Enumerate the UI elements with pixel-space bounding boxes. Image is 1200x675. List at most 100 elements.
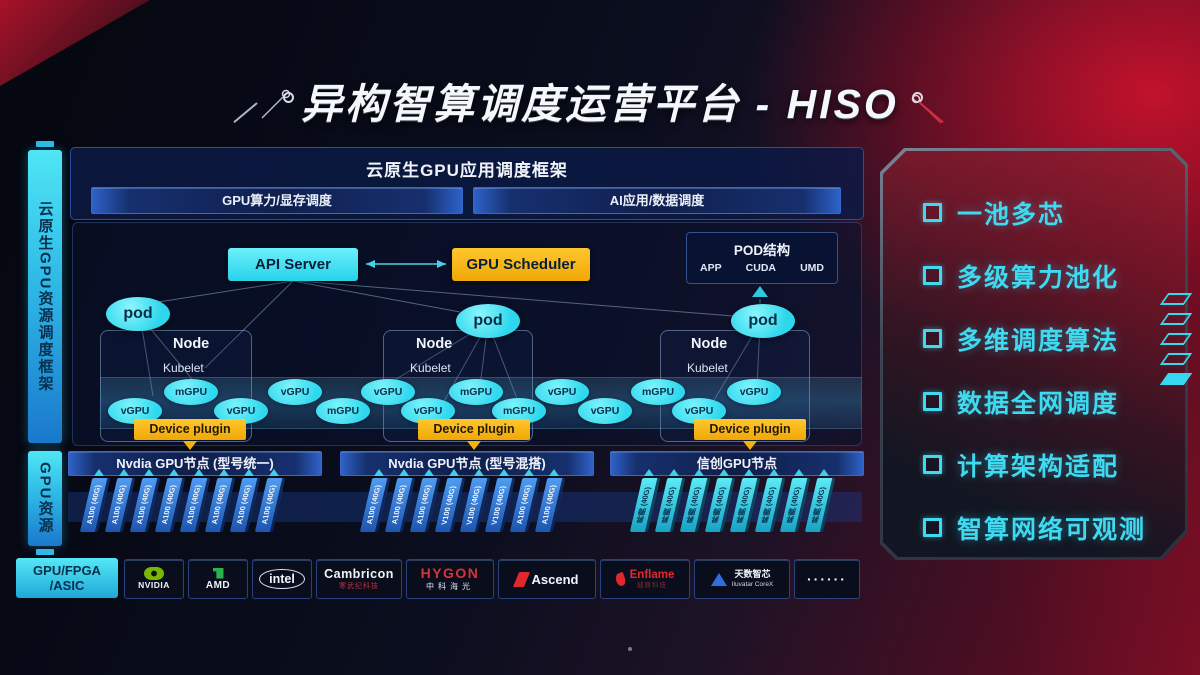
up-arrow-icon [474, 469, 484, 476]
pod-structure-item: CUDA [745, 262, 776, 274]
pod-structure-box: POD结构 APP CUDA UMD [686, 232, 838, 284]
slash-decoration-icon [1159, 293, 1193, 393]
mgpu-ellipse: mGPU [631, 379, 685, 405]
feature-label: 一池多芯 [957, 200, 1066, 229]
rail-notch [36, 549, 54, 555]
pod-ellipse: pod [731, 304, 795, 338]
vgpu-ellipse: vGPU [268, 379, 322, 405]
feature-item: 智算网络可观测 [923, 506, 1146, 549]
vendor-name: AMD [205, 579, 231, 591]
feature-label: 多级算力池化 [957, 263, 1120, 292]
hardware-category-box: GPU/FPGA /ASIC [16, 558, 118, 598]
vendor-name: 天数智芯 [734, 568, 771, 579]
title-row: 异构智算调度运营平台 - HISO [0, 70, 1200, 130]
mgpu-ellipse: mGPU [316, 398, 370, 424]
module-gpu-compute-scheduling: GPU算力/显存调度 [91, 187, 463, 214]
down-arrow-icon [743, 441, 757, 450]
down-arrow-icon [183, 441, 197, 450]
vendor-name: HYGON [420, 565, 480, 582]
gpu-scheduler-box: GPU Scheduler [452, 248, 590, 281]
vendor-box-cambricon-wordmark: Cambricon 寒武纪科技 [316, 559, 402, 599]
pod-structure-title: POD结构 [733, 243, 791, 258]
vendor-box-nvidia-eye-icon: NVIDIA [124, 559, 184, 599]
pod-structure-item: APP [700, 262, 722, 274]
square-bullet-icon [923, 203, 942, 222]
vendor-box-intel-oval-icon: intel [252, 559, 312, 599]
title-ornament-right-icon [912, 92, 944, 124]
feature-label: 数据全网调度 [957, 389, 1120, 418]
vgpu-ellipse: vGPU [727, 379, 781, 405]
mgpu-ellipse: mGPU [164, 379, 218, 405]
pod-structure-items: APP CUDA UMD [687, 259, 837, 274]
device-plugin-box: Device plugin [418, 419, 530, 440]
vendor-box-enflame-flame-icon: Enflame 燧原科技 [600, 559, 690, 599]
category-line: GPU/FPGA [33, 563, 101, 578]
vendor-logo: Enflame 燧原科技 [630, 569, 675, 590]
feature-panel-frame: 一池多芯 多级算力池化 多维调度算法 数据全网调度 计算架构适配 智算网络可观测 [880, 148, 1188, 560]
up-arrow-icon [719, 469, 729, 476]
feature-list: 一池多芯 多级算力池化 多维调度算法 数据全网调度 计算架构适配 智算网络可观测 [923, 191, 1146, 557]
up-arrow-icon [169, 469, 179, 476]
mgpu-ellipse: mGPU [449, 379, 503, 405]
node-label: Node [173, 336, 210, 352]
up-arrow-icon [744, 469, 754, 476]
up-arrow-icon [819, 469, 829, 476]
rail-label: 云原生GPU资源调度框架 [36, 200, 54, 393]
vendor-subtitle: 燧原科技 [637, 582, 667, 590]
vendor-logo: HYGON 中科海光 [421, 566, 480, 591]
up-arrow-icon [769, 469, 779, 476]
ascend-slash-icon [512, 571, 530, 587]
up-arrow-icon [144, 469, 154, 476]
gpu-node-group-uniform: Nvdia GPU节点 (型号统一) [68, 451, 322, 476]
square-bullet-icon [923, 455, 942, 474]
vendor-subtitle: Iluvatar CoreX [731, 580, 774, 588]
vendor-logo: AMD [205, 567, 231, 591]
vendor-subtitle: 中科海光 [426, 581, 474, 591]
up-arrow-icon [449, 469, 459, 476]
vendor-box-amd-square-icon: AMD [188, 559, 248, 599]
vgpu-ellipse: vGPU [361, 379, 415, 405]
nvidia-eye-icon [144, 567, 164, 581]
feature-label: 计算架构适配 [957, 452, 1120, 481]
feature-label: 智算网络可观测 [957, 515, 1147, 544]
square-bullet-icon [923, 266, 942, 285]
vendor-box-iluvatar-triangle-icon: 天数智芯 Iluvatar CoreX [694, 559, 790, 599]
up-arrow-icon [424, 469, 434, 476]
vendor-name: NVIDIA [138, 580, 170, 591]
up-arrow-icon [752, 286, 768, 297]
rail-label: GPU资源 [36, 462, 54, 535]
kubelet-label: Kubelet [163, 361, 204, 375]
feature-panel: 一池多芯 多级算力池化 多维调度算法 数据全网调度 计算架构适配 智算网络可观测 [883, 151, 1185, 557]
square-bullet-icon [923, 329, 942, 348]
amd-square-icon [212, 567, 224, 579]
feature-item: 一池多芯 [923, 191, 1146, 234]
vendor-name: Enflame [629, 568, 675, 581]
title-ornament-left-icon [233, 92, 294, 124]
vendor-box-hygon-wordmark: HYGON 中科海光 [406, 559, 494, 599]
left-rail-cloud-native-gpu: 云原生GPU资源调度框架 [28, 150, 62, 443]
node-label: Node [416, 336, 453, 352]
vgpu-ellipse: vGPU [578, 398, 632, 424]
vendor-logo: NVIDIA [138, 567, 170, 590]
vendor-name: intel [259, 569, 305, 589]
up-arrow-icon [194, 469, 204, 476]
up-arrow-icon [244, 469, 254, 476]
square-bullet-icon [923, 392, 942, 411]
up-arrow-icon [94, 469, 104, 476]
up-arrow-icon [119, 469, 129, 476]
api-server-box: API Server [228, 248, 358, 281]
vendor-name: Ascend [531, 571, 579, 587]
node-label: Node [691, 336, 728, 352]
device-plugin-box: Device plugin [694, 419, 806, 440]
iluvatar-triangle-icon [710, 572, 727, 586]
vendor-box-ascend-slash-icon: Ascend [498, 559, 596, 599]
module-ai-data-scheduling: AI应用/数据调度 [473, 187, 841, 214]
pod-structure-item: UMD [800, 262, 824, 274]
vendor-name: Cambricon [324, 566, 394, 581]
pod-ellipse: pod [456, 304, 520, 338]
up-arrow-icon [669, 469, 679, 476]
up-arrow-icon [374, 469, 384, 476]
left-rail-gpu-resource: GPU资源 [28, 451, 62, 546]
down-arrow-icon [467, 441, 481, 450]
